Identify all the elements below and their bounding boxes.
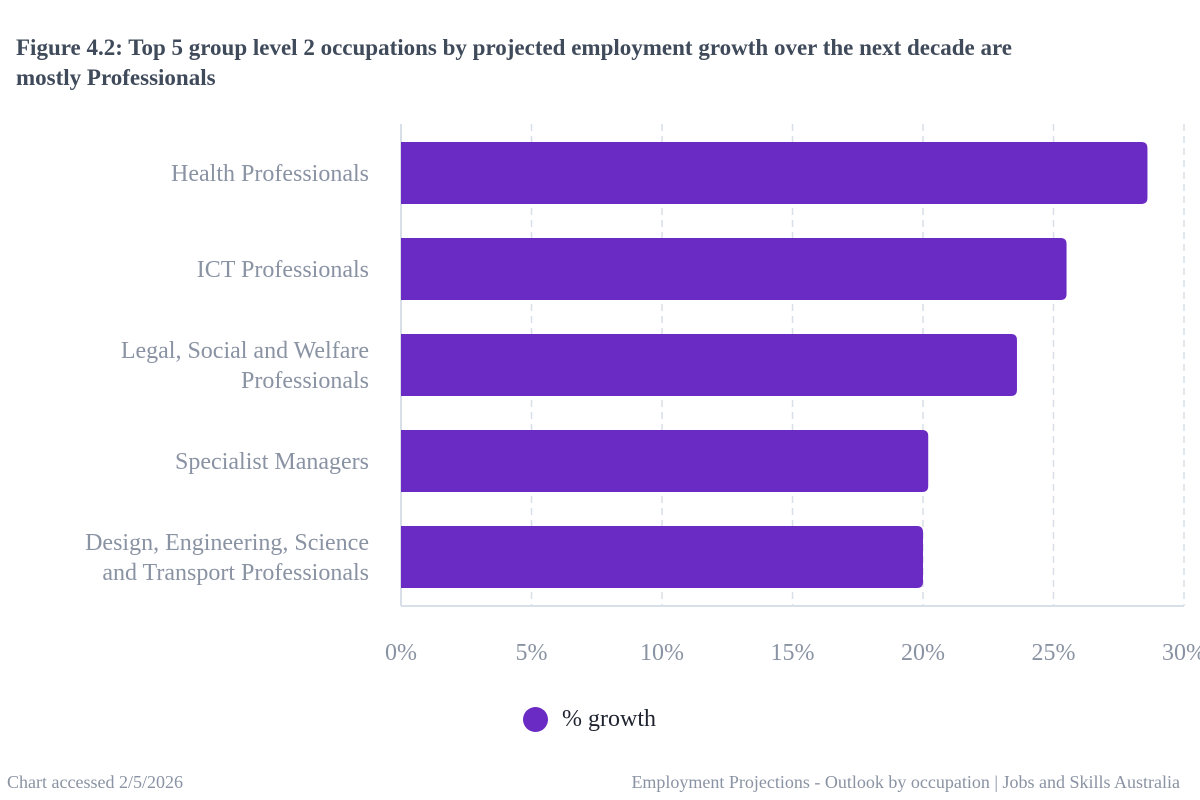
x-tick-label: 20%: [901, 640, 945, 666]
x-tick-label: 25%: [1032, 640, 1076, 666]
x-tick-label: 30%: [1162, 640, 1200, 666]
bar-chart: Health Professionals ICT Professionals Leg…: [85, 124, 1200, 666]
x-tick-label: 15%: [771, 640, 815, 666]
category-label: Design, Engineering, Science and Transpor…: [85, 530, 369, 586]
bar[interactable]: [401, 334, 1017, 396]
bar[interactable]: [401, 430, 929, 492]
x-tick-label: 0%: [385, 640, 417, 666]
category-label: Health Professionals: [171, 161, 369, 187]
chart-title: Figure 4.2: Top 5 group level 2 occupati…: [16, 35, 1012, 90]
category-label: Specialist Managers: [175, 449, 369, 475]
category-labels: Health Professionals ICT Professionals Leg…: [85, 161, 369, 586]
legend-swatch-icon: [523, 707, 548, 732]
bar[interactable]: [401, 238, 1067, 300]
bar[interactable]: [401, 142, 1148, 204]
category-label: Legal, Social and Welfare Professionals: [121, 338, 369, 394]
legend[interactable]: % growth: [523, 706, 656, 733]
category-label: ICT Professionals: [197, 257, 369, 283]
x-tick-label: 10%: [640, 640, 684, 666]
legend-label: % growth: [562, 706, 656, 732]
x-tick-labels: 0% 5% 10% 15% 20% 25% 30%: [385, 640, 1200, 666]
chart-accessed-note: Chart accessed 2/5/2026: [7, 772, 183, 792]
bar[interactable]: [401, 526, 923, 588]
source-credit: Employment Projections - Outlook by occu…: [631, 772, 1180, 792]
bars: [401, 142, 1148, 588]
x-tick-label: 5%: [516, 640, 548, 666]
